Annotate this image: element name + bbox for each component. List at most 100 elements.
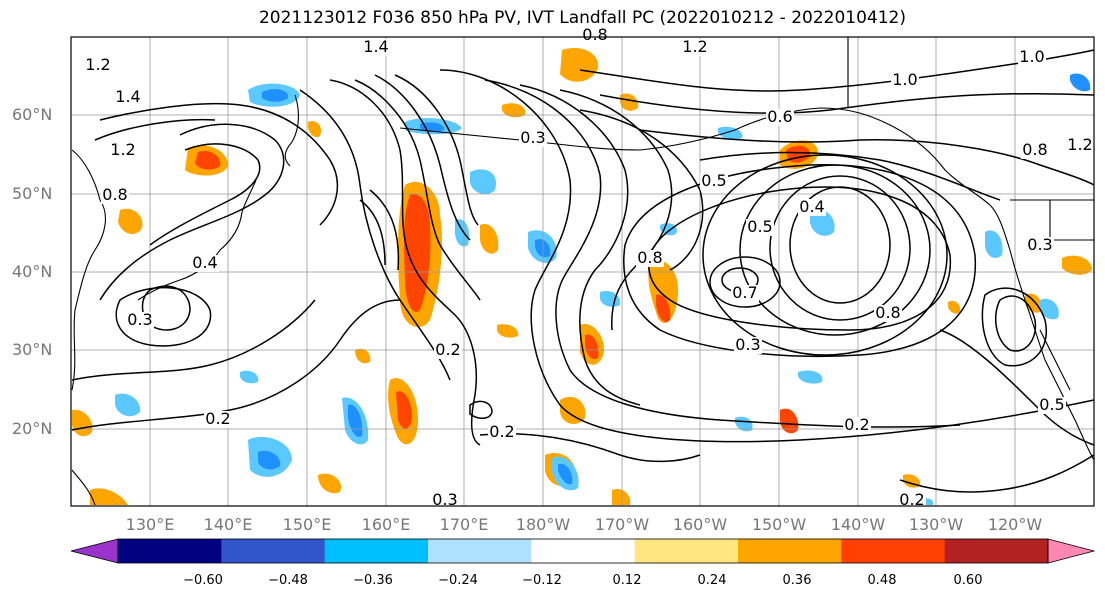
contour-label: 0.6 <box>767 107 792 126</box>
coastline-kamchatka <box>284 94 299 167</box>
contour-label: 0.2 <box>489 422 514 441</box>
map-gridlines <box>71 37 1094 506</box>
contour-label-bg <box>746 219 774 236</box>
shade-blob <box>258 450 281 470</box>
shade-blob <box>810 209 835 236</box>
colorbar-segment <box>221 539 326 563</box>
contour-label-bg <box>766 109 794 126</box>
shade-blob <box>660 223 677 236</box>
contour-label: 0.3 <box>432 490 457 509</box>
contour-label: 0.4 <box>799 197 824 216</box>
shade-blob <box>195 150 221 170</box>
shade-blob <box>656 294 671 323</box>
contour <box>469 400 493 419</box>
shade-blob <box>454 219 470 247</box>
shade-blob <box>355 348 371 364</box>
coastlines <box>71 37 1095 506</box>
contour <box>99 102 339 226</box>
contour <box>354 79 481 301</box>
contour-label: 0.2 <box>435 340 460 359</box>
contour-label-bg <box>734 337 762 354</box>
contour <box>519 84 641 406</box>
contour-labels: 1.2 1.4 1.2 1.4 1.2 0.8 1.2 0.3 0.6 0.5 0.4 0.5 0.8 1… <box>84 25 1094 509</box>
shade-blob <box>90 488 128 505</box>
contour-label: 0.2 <box>205 409 230 428</box>
boundary-us <box>1049 200 1094 241</box>
contour <box>484 79 961 428</box>
contour <box>439 69 1095 443</box>
contour-label: 0.3 <box>735 335 760 354</box>
contour-label-bg <box>1038 397 1066 414</box>
lat-tick-label: 20°N <box>12 419 53 438</box>
contour-label: 0.5 <box>701 171 726 190</box>
contour-label-bg <box>519 130 547 147</box>
colorbar-extend-low <box>70 538 119 564</box>
shade-blob <box>612 488 631 505</box>
contour <box>394 74 479 226</box>
contour-label-bg <box>731 285 759 302</box>
shade-blob <box>648 260 679 324</box>
coastline-baja <box>1039 329 1071 391</box>
shade-blob <box>72 409 93 437</box>
contour <box>702 154 948 356</box>
lat-tick-label: 40°N <box>12 262 53 281</box>
shade-blob <box>308 120 322 138</box>
contour-label: 0.3 <box>1027 235 1052 254</box>
colorbar-tick-label: 0.48 <box>867 573 897 588</box>
map-frame <box>70 36 1095 507</box>
lon-tick-label: 160°W <box>672 515 728 534</box>
lon-tick-label: 130°E <box>125 515 175 534</box>
contour-label: 1.0 <box>1019 47 1044 66</box>
lon-tick-label: 150°E <box>282 515 332 534</box>
contour <box>579 109 704 271</box>
contour-label: 0.2 <box>899 490 924 509</box>
shade-blob <box>318 473 341 494</box>
contour-label-bg <box>101 187 129 204</box>
contour-label: 0.8 <box>637 248 662 267</box>
contour <box>374 74 471 241</box>
contour <box>994 295 1037 352</box>
contour-label: 1.2 <box>682 37 707 56</box>
shade-blob <box>1040 298 1059 320</box>
contour-label: 0.3 <box>520 128 545 147</box>
coastline-asia <box>71 149 106 391</box>
contour <box>115 287 212 347</box>
lon-tick-label: 180°W <box>515 515 571 534</box>
contour <box>329 79 481 446</box>
coastline-aleutians <box>399 127 736 151</box>
contour-label-bg <box>1066 137 1094 154</box>
shade-blob <box>985 230 1003 258</box>
contour <box>99 123 285 301</box>
contour-label: 0.5 <box>747 217 772 236</box>
contour-label-bg <box>126 312 154 329</box>
colorbar-tick-label: 0.12 <box>612 573 642 588</box>
contour-label-bg <box>84 57 112 74</box>
figure-title: 2021123012 F036 850 hPa PV, IVT Landfall… <box>258 8 906 28</box>
contour-label-bg <box>431 492 459 509</box>
colorbar-tick-label: 0.36 <box>782 573 812 588</box>
contour-label: 0.8 <box>582 25 607 44</box>
shade-blob <box>600 290 621 307</box>
shade-blob <box>780 408 799 434</box>
contour <box>899 454 1095 493</box>
contour-label: 0.7 <box>732 283 757 302</box>
coastline-na-west <box>989 204 1095 461</box>
contour-label-bg <box>1021 142 1049 159</box>
lon-tick-label: 120°W <box>987 515 1043 534</box>
coastline-china <box>71 469 96 506</box>
pv-shading <box>72 48 1092 505</box>
shade-blob <box>798 370 823 384</box>
colorbar-segment <box>944 539 1049 563</box>
lon-tick-label: 170°E <box>439 515 489 534</box>
colorbar-tick-label: −0.24 <box>438 573 478 588</box>
contour <box>579 49 1095 92</box>
colorbar-tick-label: −0.12 <box>522 573 562 588</box>
contour <box>559 89 673 331</box>
contour-label-bg <box>434 342 462 359</box>
contour-label-bg <box>1026 237 1054 254</box>
colorbar-segment <box>634 539 739 563</box>
contour-label-bg <box>874 305 902 322</box>
colorbar-frame <box>117 538 1049 564</box>
